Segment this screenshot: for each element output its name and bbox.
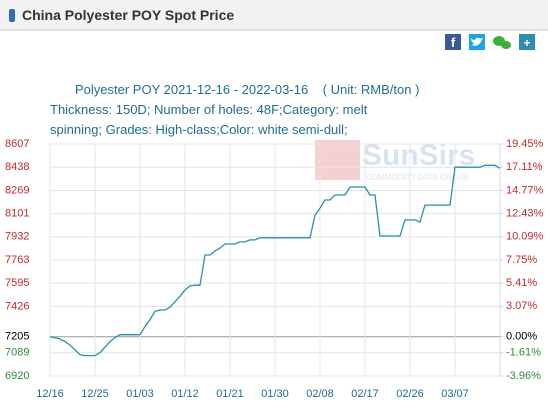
- y-tick-label: 8607: [5, 138, 29, 150]
- header-title: China Polyester POY Spot Price: [22, 7, 234, 23]
- y-tick-label: 6920: [5, 370, 29, 382]
- x-tick-label: 02/17: [351, 388, 379, 400]
- y-tick-label: 7205: [5, 331, 29, 343]
- share-twitter[interactable]: [469, 34, 485, 50]
- x-tick-label: 12/25: [81, 388, 109, 400]
- x-tick-label: 01/30: [261, 388, 289, 400]
- svg-text:f: f: [451, 35, 456, 50]
- x-tick-label: 02/26: [396, 388, 424, 400]
- y2-tick-label: 14.77%: [506, 184, 544, 196]
- y2-tick-label: 0.00%: [506, 331, 537, 343]
- y2-tick-label: 3.07%: [506, 300, 537, 312]
- x-tick-label: 12/16: [36, 388, 64, 400]
- x-tick-label: 01/03: [126, 388, 154, 400]
- x-tick-label: 03/07: [441, 388, 469, 400]
- y2-tick-label: -1.61%: [506, 347, 541, 359]
- y2-tick-label: 5.41%: [506, 277, 537, 289]
- y-tick-label: 8269: [5, 184, 29, 196]
- y-tick-label: 8101: [5, 207, 29, 219]
- y-tick-label: 7595: [5, 277, 29, 289]
- share-facebook[interactable]: f: [445, 34, 461, 50]
- watermark-text: COMMODITY DATA GROUP: [366, 173, 469, 182]
- svg-text:+: +: [523, 36, 530, 50]
- x-tick-label: 02/08: [306, 388, 334, 400]
- x-tick-label: 01/21: [216, 388, 244, 400]
- share-wechat[interactable]: [493, 36, 511, 49]
- chart-title: Polyester POY 2021-12-16 - 2022-03-16 ( …: [75, 82, 419, 97]
- y-tick-label: 7426: [5, 300, 29, 312]
- y2-tick-label: -3.96%: [506, 370, 541, 382]
- price-line: [49, 164, 501, 357]
- y-tick-label: 8438: [5, 161, 29, 173]
- y2-tick-label: 10.09%: [506, 231, 544, 243]
- y-tick-label: 7932: [5, 231, 29, 243]
- y2-tick-label: 7.75%: [506, 254, 537, 266]
- header-bar: [0, 0, 548, 30]
- header-icon: [9, 9, 15, 22]
- share-more[interactable]: +: [519, 34, 535, 50]
- watermark: SunSirs COMMODITY DATA GROUP: [315, 139, 475, 182]
- y-tick-label: 7763: [5, 254, 29, 266]
- y2-tick-label: 12.43%: [506, 207, 544, 219]
- y-tick-label: 7089: [5, 347, 29, 359]
- y2-tick-label: 19.45%: [506, 138, 544, 150]
- chart-subtitle: Thickness: 150D; Number of holes: 48F;Ca…: [50, 102, 368, 117]
- x-tick-label: 01/12: [171, 388, 199, 400]
- chart-subtitle: spinning; Grades: High-class;Color: whit…: [50, 122, 348, 137]
- y2-tick-label: 17.11%: [506, 161, 543, 173]
